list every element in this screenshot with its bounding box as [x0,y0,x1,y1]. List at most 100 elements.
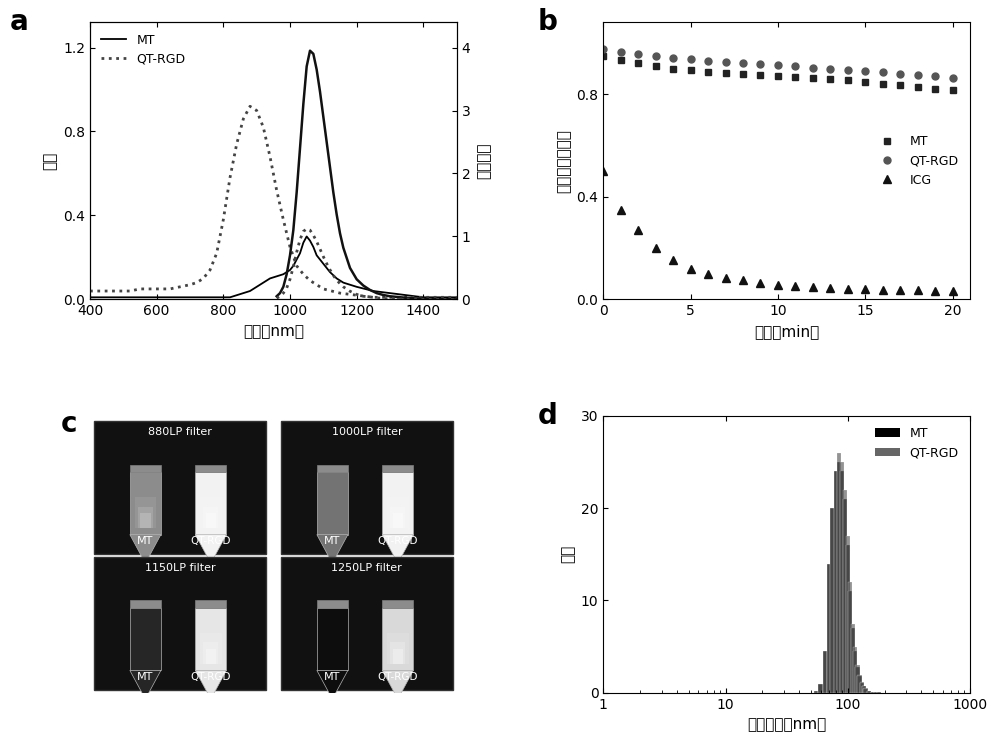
Bar [138,507,153,528]
Text: QT-RGD: QT-RGD [191,672,231,682]
MT [894,80,906,89]
QT-RGD [772,61,784,70]
QT-RGD [685,55,697,64]
QT-RGD [667,54,679,63]
Bar [814,691,818,693]
Bar [867,691,871,693]
Bar [130,608,161,670]
Bar [848,582,852,693]
QT-RGD [754,60,766,69]
Bar [317,600,348,608]
ICG [615,205,627,214]
ICG [912,286,924,295]
Bar [203,642,218,665]
Bar [130,465,161,472]
MT [912,83,924,92]
Bar [848,592,852,693]
QT-RGD [615,48,627,57]
X-axis label: 水合粒径（nm）: 水合粒径（nm） [747,717,826,732]
Legend: MT, QT-RGD: MT, QT-RGD [96,28,190,71]
Bar [206,649,216,665]
QT-RGD [807,63,819,72]
X-axis label: 时间（min）: 时间（min） [754,324,819,339]
Polygon shape [130,670,161,699]
MT [720,69,732,77]
Bar [863,688,868,693]
Text: a: a [9,8,28,37]
Bar [855,667,860,693]
QT-RGD [912,71,924,80]
Bar [830,508,835,693]
Bar [317,465,348,472]
Bar [387,633,409,665]
MT [597,51,609,60]
Bar [834,471,838,693]
MT [842,75,854,84]
Bar [195,600,226,608]
Text: 1250LP filter: 1250LP filter [331,562,402,573]
Line: QT-RGD: QT-RGD [600,45,956,81]
Bar [195,472,226,535]
Text: MT: MT [324,672,341,682]
QT-RGD [842,65,854,74]
MT [685,66,697,75]
Text: 1000LP filter: 1000LP filter [332,427,402,437]
MT [772,72,784,80]
Bar [135,498,156,528]
ICG [824,283,836,292]
Bar [851,624,855,693]
Text: QT-RGD: QT-RGD [378,672,418,682]
ICG [650,244,662,253]
Bar [130,600,161,608]
Bar [317,608,348,670]
Bar [871,691,875,693]
Text: 1150LP filter: 1150LP filter [145,562,215,573]
MT [632,59,644,68]
Bar [382,608,413,670]
QT-RGD [894,69,906,78]
Bar [862,686,866,693]
ICG [667,256,679,264]
Line: ICG: ICG [599,167,957,295]
MT [877,80,889,89]
Text: c: c [61,410,77,438]
Legend: MT, QT-RGD: MT, QT-RGD [870,422,964,464]
Text: QT-RGD: QT-RGD [191,536,231,546]
ICG [702,269,714,278]
Bar [837,462,841,693]
Bar [863,688,868,693]
Bar [317,472,348,535]
Bar [140,513,151,528]
QT-RGD [650,51,662,60]
QT-RGD [824,64,836,73]
Y-axis label: 吸收: 吸收 [43,152,58,170]
ICG [685,264,697,273]
MT [947,85,959,94]
Polygon shape [130,535,161,563]
ICG [597,167,609,176]
Bar [390,642,405,665]
QT-RGD [720,57,732,66]
Polygon shape [317,535,348,563]
Bar [195,465,226,472]
Bar [130,472,161,535]
Bar [846,545,850,693]
Bar [827,563,831,693]
MT [824,74,836,83]
Text: d: d [537,402,557,430]
MT [737,70,749,79]
Bar [860,682,864,693]
ICG [720,273,732,282]
Bar [390,507,405,528]
Text: b: b [537,8,557,37]
Bar [840,462,844,693]
ICG [632,226,644,235]
Bar [814,691,818,693]
ICG [877,285,889,294]
Polygon shape [382,670,413,699]
Bar [857,675,862,693]
Polygon shape [195,670,226,699]
Bar [818,684,823,693]
QT-RGD [632,50,644,59]
Bar [837,453,841,693]
